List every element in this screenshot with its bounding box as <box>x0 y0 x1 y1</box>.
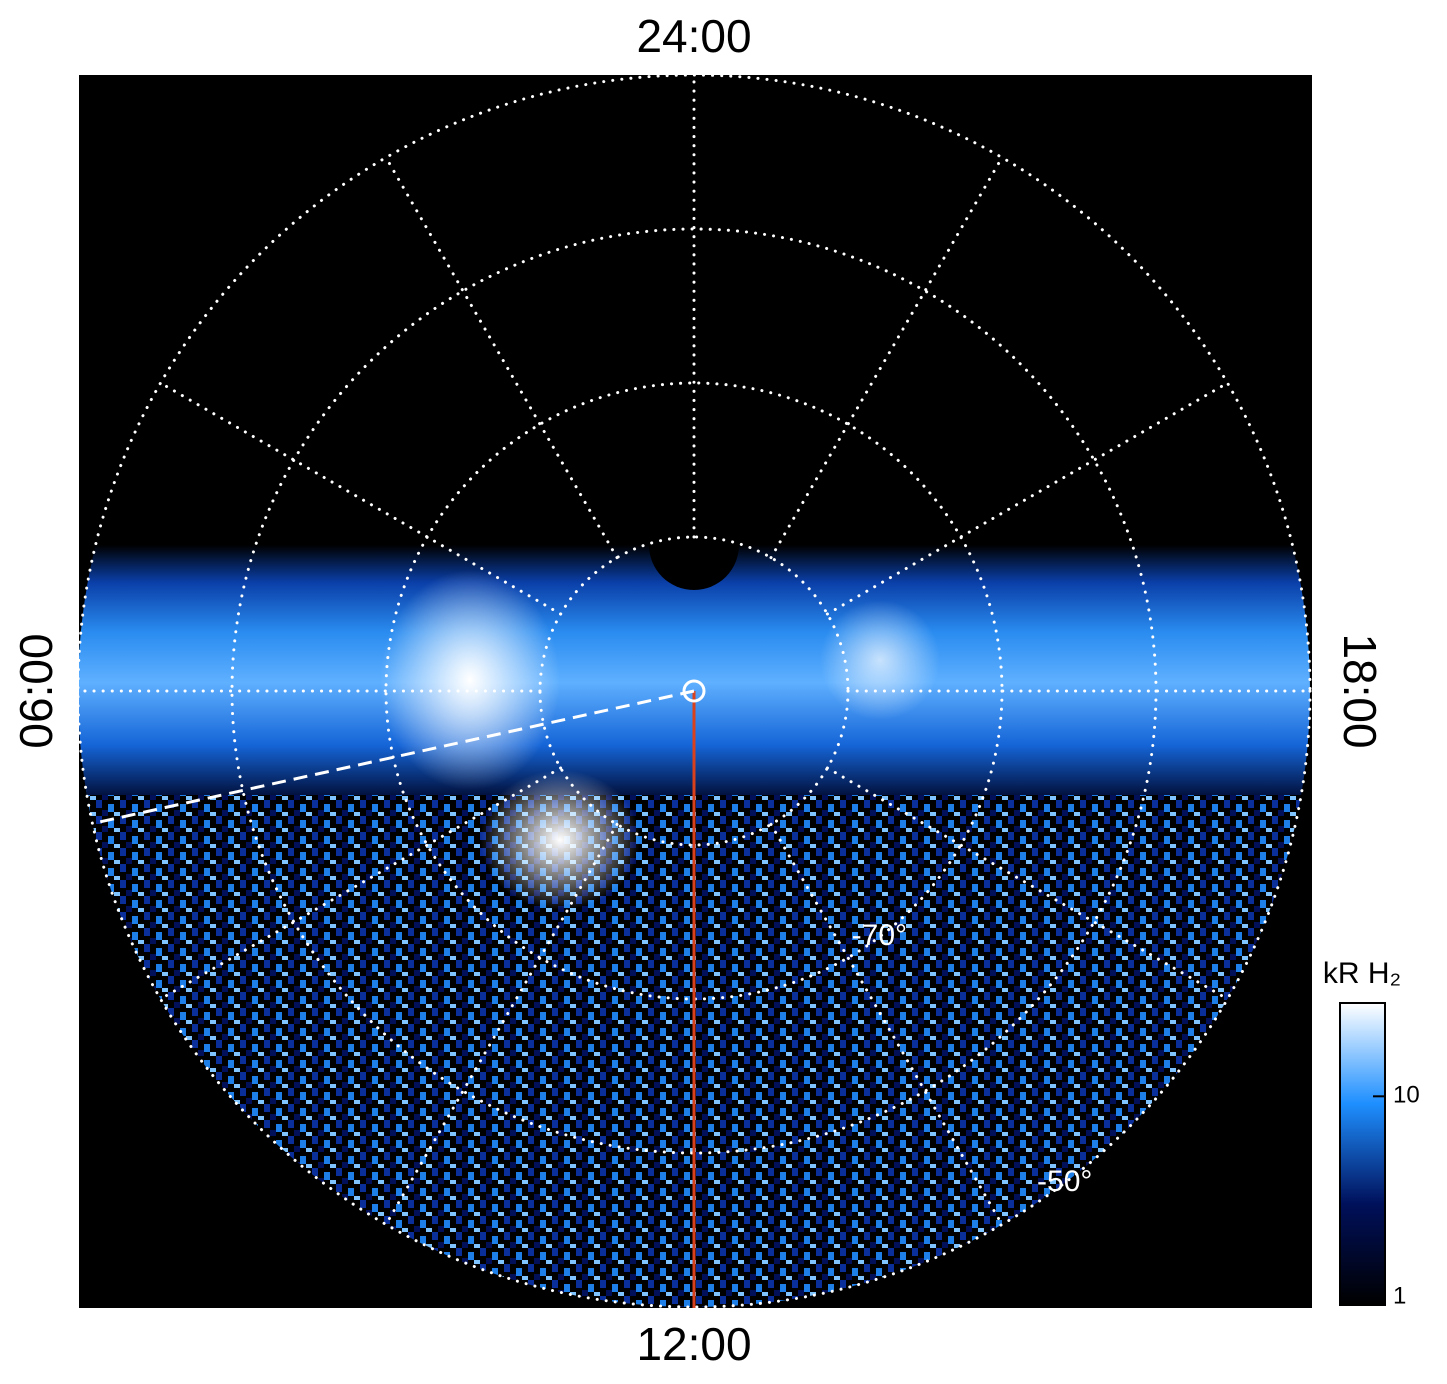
local-time-label: 24:00 <box>636 10 751 62</box>
emission-gap <box>649 500 739 590</box>
colorbar-title: kR H₂ <box>1323 957 1401 990</box>
colorbar-tick-label: 1 <box>1393 1282 1406 1309</box>
latitude-label: -70° <box>852 919 907 952</box>
pole-marker <box>682 679 706 703</box>
latitude-ring <box>76 73 1312 1309</box>
bright-region <box>380 570 560 790</box>
local-time-label: 06:00 <box>10 633 62 748</box>
colorbar <box>1339 1002 1386 1306</box>
colorbar-tick-label: 10 <box>1393 1082 1420 1109</box>
bright-region <box>820 600 940 720</box>
bright-region <box>480 770 640 910</box>
local-time-label: 18:00 <box>1334 633 1386 748</box>
latitude-label: -50° <box>1037 1165 1092 1198</box>
local-time-label: 12:00 <box>636 1318 751 1370</box>
dashed-track <box>94 689 695 825</box>
